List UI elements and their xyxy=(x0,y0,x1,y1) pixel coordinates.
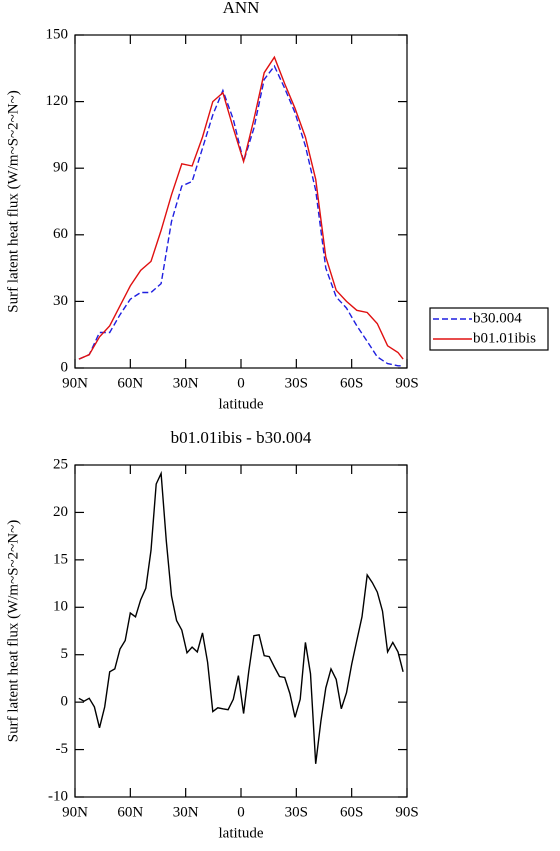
legend-box xyxy=(429,307,549,351)
y-tick-label: 30 xyxy=(53,293,68,309)
y-tick-label: 120 xyxy=(46,93,69,109)
y-tick-label: 20 xyxy=(53,504,68,520)
x-tick-label: 30S xyxy=(285,375,308,391)
x-tick-label: 0 xyxy=(237,375,245,391)
y-tick-label: 90 xyxy=(53,160,68,176)
x-tick-label: 60N xyxy=(117,804,143,820)
x-tick-label: 60S xyxy=(340,375,363,391)
y-tick-label: 0 xyxy=(61,359,69,375)
y-tick-label: 25 xyxy=(53,456,68,472)
y-tick-label: 10 xyxy=(53,599,68,615)
legend-label: b01.01ibis xyxy=(473,330,536,346)
plot-frame xyxy=(74,464,408,798)
x-tick-label: 90S xyxy=(395,804,418,820)
x-tick-label: 60S xyxy=(340,804,363,820)
y-tick-label: 15 xyxy=(53,551,68,567)
chart-title: b01.01ibis - b30.004 xyxy=(171,428,312,447)
y-tick-label: 150 xyxy=(46,26,69,42)
plot-frame xyxy=(74,34,408,369)
x-tick-label: 90N xyxy=(62,375,88,391)
x-tick-label: 60N xyxy=(117,375,143,391)
chart-title: ANN xyxy=(223,0,260,17)
x-tick-label: 90S xyxy=(395,375,418,391)
y-axis-label: Surf latent heat flux (W/m~S~2~N~) xyxy=(5,90,21,312)
x-tick-label: 90N xyxy=(62,804,88,820)
y-tick-label: 60 xyxy=(53,226,68,242)
data-line xyxy=(78,55,404,360)
x-axis-label: latitude xyxy=(219,825,264,841)
x-tick-label: 30S xyxy=(285,804,308,820)
x-axis-label: latitude xyxy=(219,396,264,412)
y-tick-label: 5 xyxy=(61,646,69,662)
y-tick-label: -10 xyxy=(48,788,68,804)
data-line xyxy=(78,470,404,764)
y-tick-label: -5 xyxy=(56,741,69,757)
x-tick-label: 30N xyxy=(173,375,199,391)
legend-label: b30.004 xyxy=(473,310,522,326)
y-axis-label: Surf latent heat flux (W/m~S~2~N~) xyxy=(5,520,21,742)
data-line xyxy=(78,64,404,367)
x-tick-label: 30N xyxy=(173,804,199,820)
x-tick-label: 0 xyxy=(237,804,245,820)
y-tick-label: 0 xyxy=(61,694,69,710)
